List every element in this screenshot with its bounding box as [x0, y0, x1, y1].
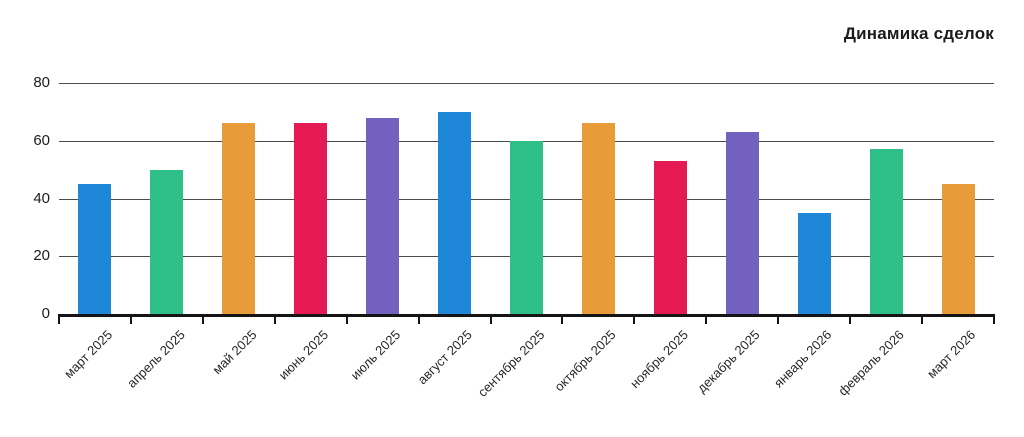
- x-axis-tick: [849, 314, 852, 324]
- chart-title: Динамика сделок: [843, 24, 994, 43]
- bar[interactable]: [725, 132, 759, 314]
- bar[interactable]: [366, 117, 400, 314]
- bar[interactable]: [438, 111, 472, 314]
- bar[interactable]: [150, 169, 184, 314]
- x-axis-tick: [921, 314, 924, 324]
- x-axis-tick: [273, 314, 276, 324]
- gridline: [59, 83, 994, 84]
- x-axis-tick: [561, 314, 564, 324]
- bar[interactable]: [653, 160, 687, 314]
- bar[interactable]: [797, 212, 831, 314]
- y-axis-label: 40: [33, 189, 50, 207]
- x-axis-label: ноябрь 2025: [627, 327, 691, 391]
- x-axis-tick: [993, 314, 995, 324]
- x-axis-label: июнь 2025: [275, 327, 332, 383]
- x-axis-line: [58, 314, 995, 317]
- x-axis-tick: [345, 314, 348, 324]
- bar[interactable]: [294, 123, 328, 314]
- x-axis-label: март 2026: [924, 327, 979, 382]
- x-axis-label: март 2025: [61, 327, 116, 382]
- x-axis-tick: [129, 314, 132, 324]
- x-axis-tick: [777, 314, 780, 324]
- bar[interactable]: [581, 123, 615, 314]
- x-axis-label: апрель 2025: [123, 327, 188, 391]
- x-axis-tick: [489, 314, 492, 324]
- bar[interactable]: [869, 149, 903, 314]
- bar[interactable]: [222, 123, 256, 314]
- x-axis-tick: [201, 314, 204, 324]
- y-axis-label: 20: [33, 247, 50, 265]
- x-axis-tick: [58, 314, 60, 324]
- x-axis-label: октябрь 2025: [551, 327, 620, 395]
- bar[interactable]: [510, 140, 543, 314]
- x-axis-label: май 2025: [209, 327, 260, 378]
- x-axis-tick: [633, 314, 636, 324]
- x-axis-label: декабрь 2025: [694, 327, 763, 396]
- y-axis-label: 80: [33, 74, 50, 91]
- x-axis-label: сентябрь 2025: [474, 327, 548, 400]
- x-axis-label: январь 2026: [771, 327, 835, 391]
- x-axis-label: август 2025: [414, 327, 476, 388]
- x-axis-tick: [417, 314, 420, 324]
- bar[interactable]: [78, 184, 112, 314]
- x-axis-label: июль 2025: [347, 327, 404, 383]
- bar[interactable]: [941, 184, 975, 314]
- y-axis-label: 60: [33, 131, 50, 149]
- x-axis-label: февраль 2026: [835, 327, 907, 399]
- x-axis-tick: [705, 314, 708, 324]
- y-axis-label: 0: [41, 305, 50, 322]
